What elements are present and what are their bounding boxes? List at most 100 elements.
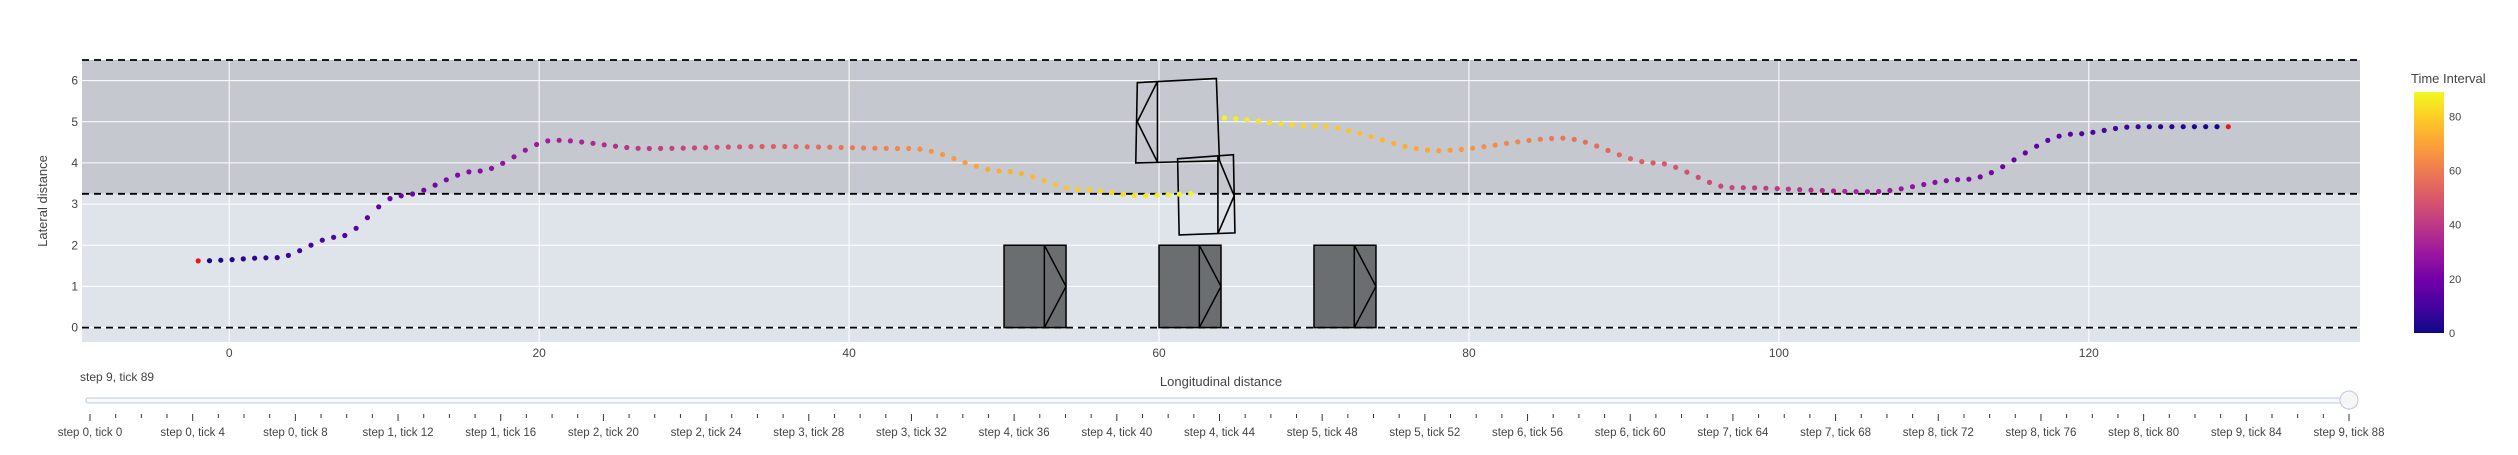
trajectory-point [1447, 147, 1453, 153]
trajectory-point [861, 145, 867, 151]
obstacle-nose [1198, 244, 1222, 328]
trajectory-point [1255, 118, 1261, 124]
trajectory-point [500, 160, 506, 166]
trajectory-point [2124, 124, 2130, 130]
y-tick-label-1: 1 [71, 279, 78, 293]
obstacle-body [1313, 244, 1377, 329]
trajectory-point [1785, 186, 1791, 192]
ego-outline-nose [1217, 156, 1236, 235]
trajectory-point [1639, 159, 1645, 165]
trajectory-point [680, 145, 686, 151]
slider-tick-label: step 6, tick 60 [1595, 427, 1666, 439]
trajectory-point [1267, 119, 1273, 126]
trajectory-point [1221, 115, 1228, 121]
slider-tick-label: step 4, tick 40 [1081, 427, 1152, 439]
obstacles [1003, 244, 1377, 329]
ego-outline-nose [1136, 81, 1159, 163]
trajectory-point [827, 144, 833, 150]
trajectory-point [1853, 189, 1859, 195]
slider-tick-label: step 6, tick 56 [1492, 427, 1563, 439]
trajectory-point [1661, 161, 1667, 167]
trajectory-point [1075, 187, 1081, 193]
trajectory-point [1966, 176, 1972, 182]
slider-handle[interactable] [2339, 390, 2359, 410]
trajectory-point [319, 237, 325, 243]
obstacle-body [1003, 244, 1067, 329]
trajectory-point [2135, 124, 2141, 130]
trajectory-point [1492, 142, 1498, 148]
slider-tick-label: step 0, tick 0 [58, 427, 123, 439]
trajectory-point [364, 215, 370, 221]
trajectory-point [331, 234, 337, 240]
trajectory-point [522, 147, 528, 153]
x-tick-label-60: 60 [1152, 346, 1166, 360]
trajectory-point [240, 256, 246, 262]
x-tick-label-120: 120 [2079, 346, 2099, 360]
slider-tick-label: step 3, tick 32 [876, 427, 947, 439]
trajectory-point [2158, 124, 2164, 130]
trajectory-point [1334, 125, 1340, 131]
trajectory-point [612, 143, 619, 149]
trajectory-point [669, 145, 675, 151]
slider-rail[interactable] [85, 397, 2354, 404]
trajectory-point [1278, 121, 1284, 127]
colorbar-title: Time Interval [2411, 71, 2486, 86]
trajectory-point [1052, 182, 1058, 188]
trajectory-point [2112, 125, 2119, 132]
trajectory-point [1346, 128, 1352, 134]
trajectory-point [488, 165, 495, 171]
trajectory-point [590, 140, 596, 146]
trajectory-point [1041, 178, 1047, 184]
trajectory-point [1413, 146, 1419, 152]
trajectory-point [421, 187, 427, 193]
colorbar-tick-20: 20 [2449, 274, 2461, 286]
y-tick-label-0: 0 [71, 321, 78, 335]
trajectory-point [1424, 147, 1431, 153]
slider-tick-label: step 0, tick 4 [160, 427, 225, 439]
trajectory-point [285, 252, 291, 258]
trajectory-point [308, 242, 314, 248]
time-slider[interactable]: step 9, tick 89 step 0, tick 0 step 0, tic… [58, 370, 2385, 439]
trajectory-point [624, 144, 630, 151]
trajectory-point [1086, 187, 1092, 193]
trajectory-point [443, 177, 449, 183]
slider-tick-label: step 7, tick 64 [1697, 427, 1769, 439]
trajectory-point [646, 145, 652, 152]
trajectory-point [1300, 123, 1307, 129]
y-tick-label-3: 3 [71, 197, 78, 211]
trajectory-point [1244, 117, 1250, 123]
trajectory-point [1627, 156, 1634, 162]
slider-tick-label: step 5, tick 52 [1389, 427, 1460, 439]
trajectory-point [1729, 185, 1735, 191]
ego-outline-body [1176, 153, 1236, 236]
trajectory-point [973, 163, 980, 169]
trajectory-point [1943, 178, 1949, 184]
slider-tick-label: step 0, tick 8 [263, 427, 328, 439]
trajectory-point [703, 145, 709, 151]
trajectory-point [1921, 181, 1927, 188]
trajectory-point [1830, 188, 1837, 194]
trajectory-point [906, 145, 912, 152]
trajectory-point [1763, 185, 1769, 191]
slider-tick-label: step 2, tick 24 [671, 427, 743, 439]
slider-tick-label: step 8, tick 72 [1903, 427, 1974, 439]
trajectory-point [1357, 130, 1363, 137]
trajectory-point [883, 145, 889, 151]
trajectory-point [1909, 184, 1916, 190]
trajectory-point [1097, 188, 1104, 194]
trajectory-point [1391, 140, 1397, 146]
trajectory-point [556, 137, 562, 143]
trajectory-point [2011, 157, 2017, 163]
trajectory-point [1549, 135, 1555, 142]
trajectory-point [1594, 143, 1600, 149]
trajectory-point [2067, 131, 2073, 137]
trajectory-point [940, 151, 946, 158]
trajectory-point [2203, 124, 2209, 130]
trajectory-point [2169, 124, 2175, 130]
y-tick-label-6: 6 [71, 74, 78, 88]
trajectory-point [1684, 169, 1690, 175]
trajectory-point [1605, 147, 1611, 153]
trajectory-point [1030, 174, 1036, 180]
